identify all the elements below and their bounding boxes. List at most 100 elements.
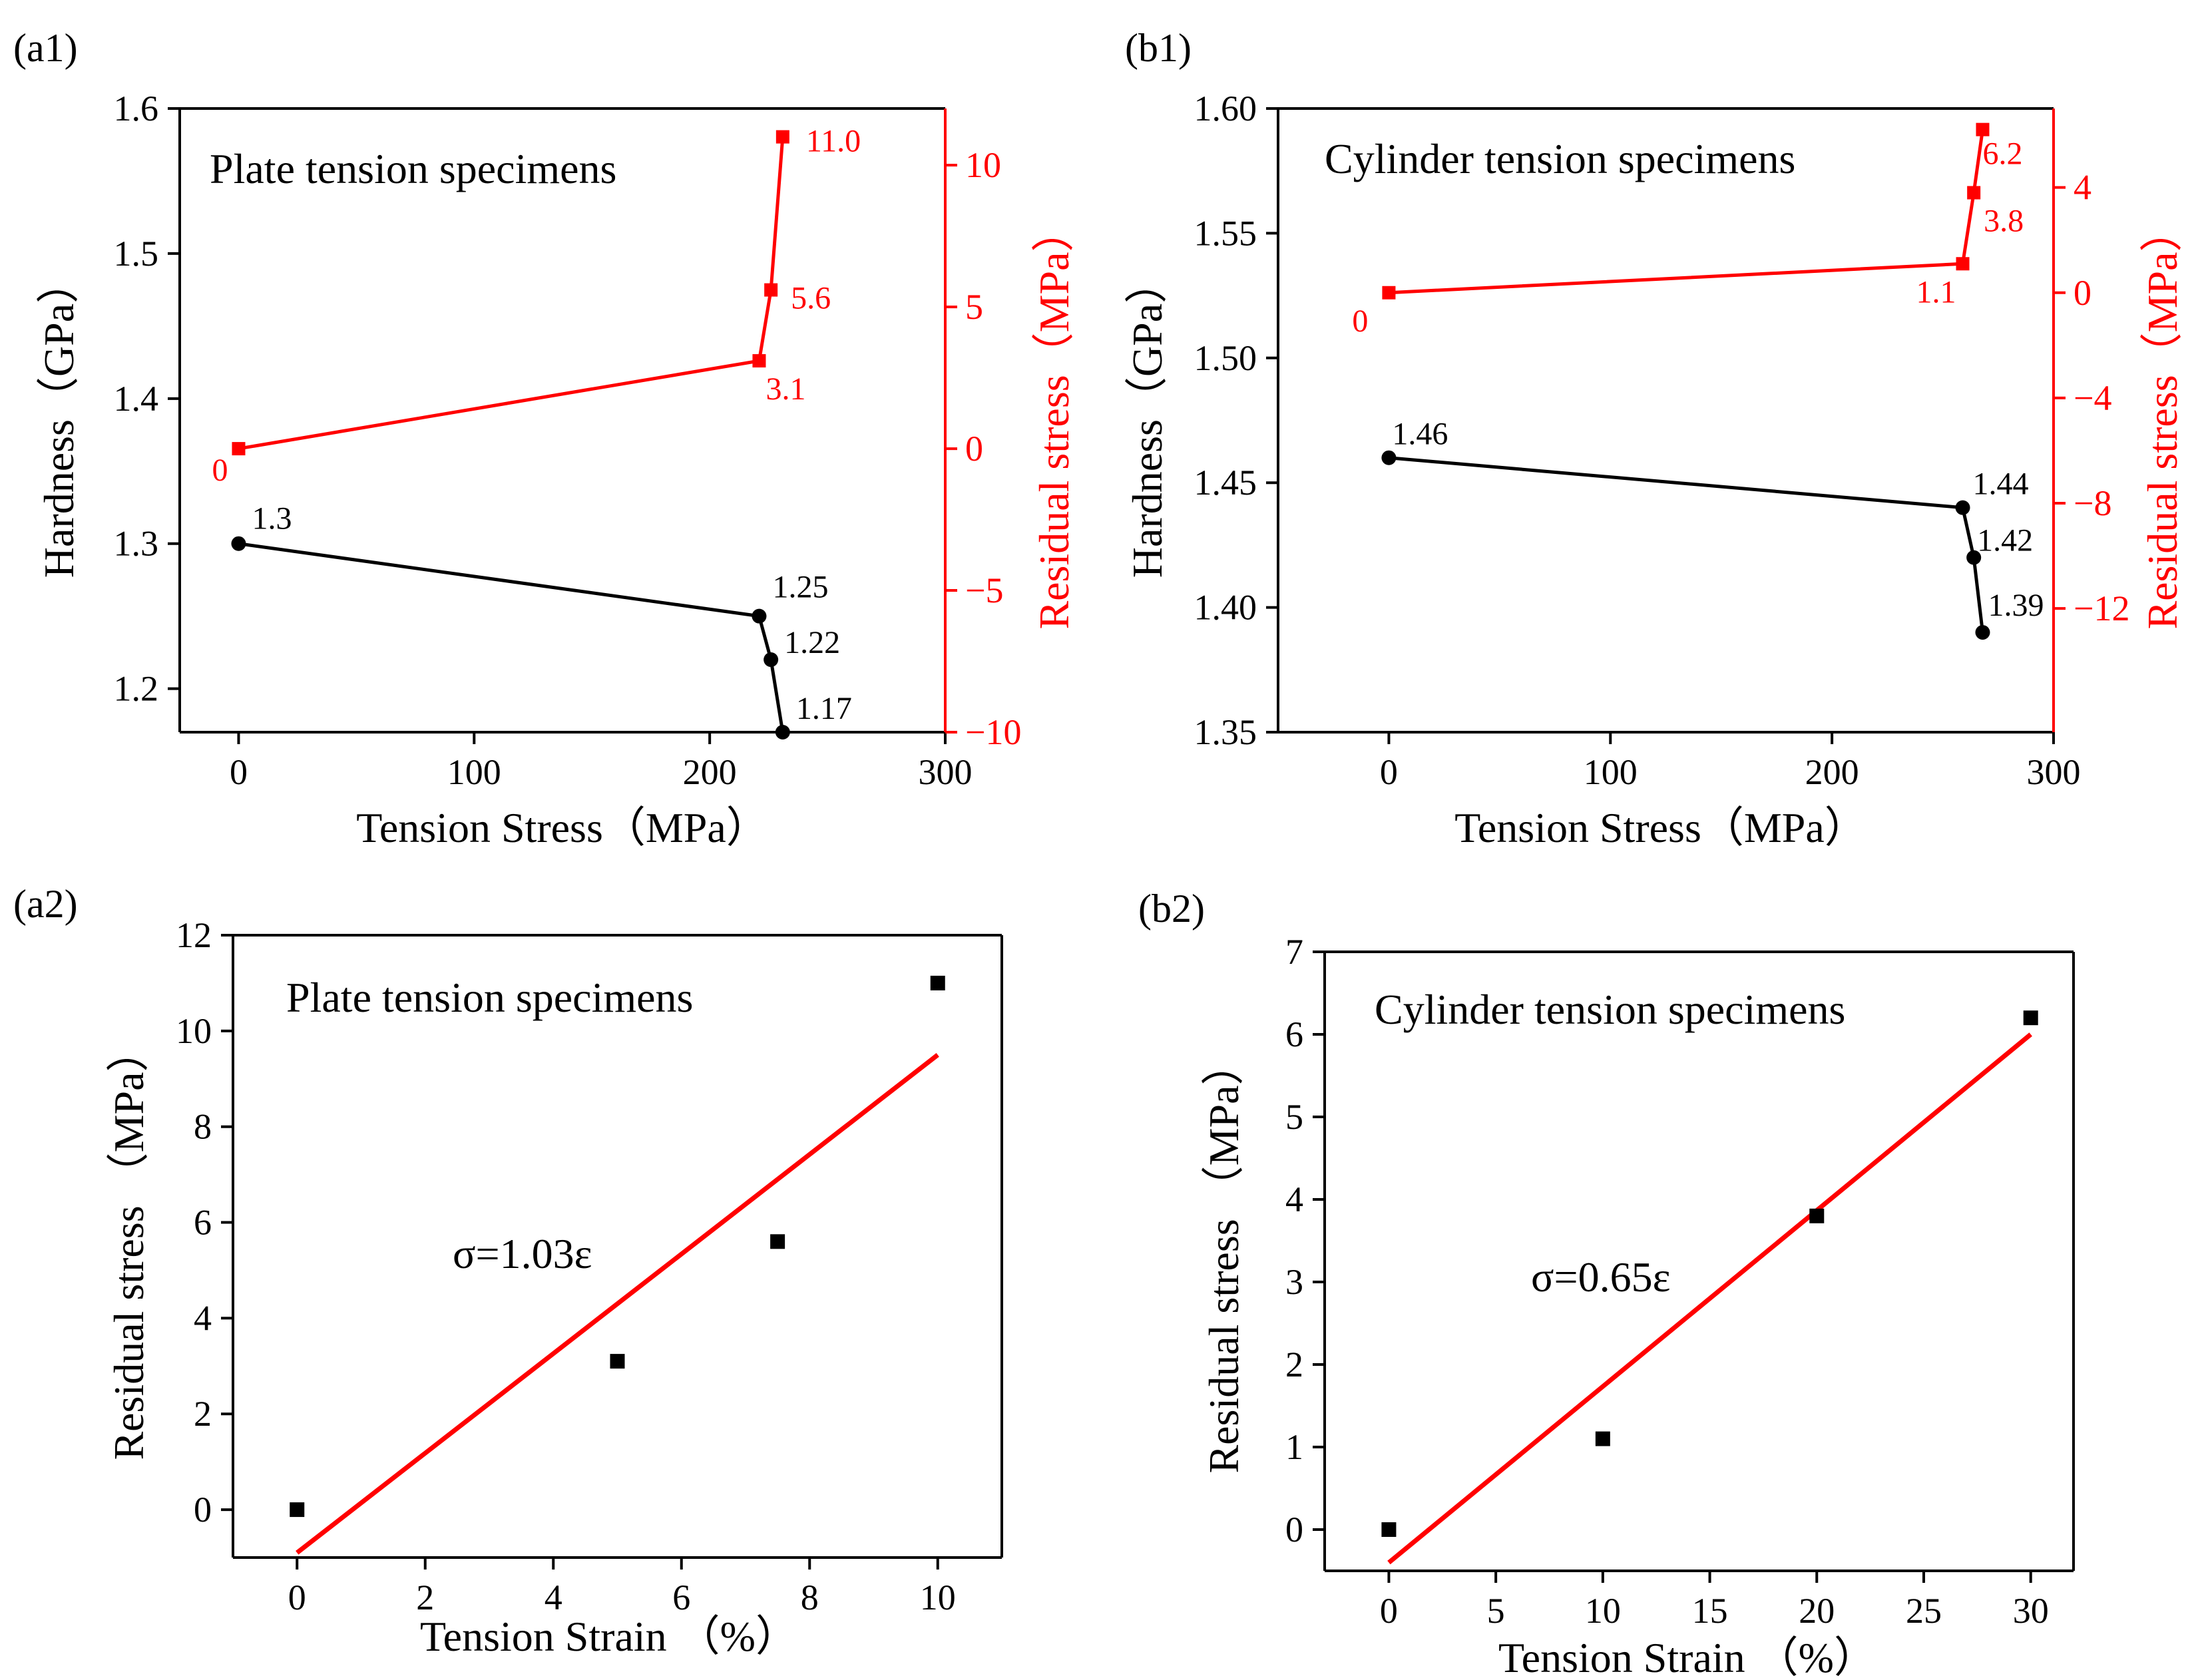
y2-tick-label: −4 bbox=[2074, 378, 2111, 418]
y-tick-label: 1 bbox=[1285, 1427, 1303, 1467]
y-tick-label: 6 bbox=[1285, 1014, 1303, 1054]
data-point-residual-stress bbox=[1382, 286, 1396, 300]
y-tick-label: 0 bbox=[194, 1490, 212, 1530]
data-label: 1.22 bbox=[784, 625, 840, 660]
x-axis-label: Tension Strain （%） bbox=[1498, 1634, 1876, 1680]
y-tick-label: 5 bbox=[1285, 1097, 1303, 1137]
x-tick-label: 0 bbox=[1380, 1591, 1398, 1631]
y-axis-label: Residual stress （MPa） bbox=[1200, 1042, 1247, 1473]
data-label: 0 bbox=[212, 453, 228, 488]
y2-tick-label: 5 bbox=[965, 287, 983, 327]
y-tick-label: 1.40 bbox=[1194, 588, 1257, 628]
x-tick-label: 100 bbox=[447, 752, 501, 792]
y-tick-label: 3 bbox=[1285, 1262, 1303, 1302]
data-label: 1.3 bbox=[252, 501, 292, 536]
data-label: 0 bbox=[1352, 304, 1368, 339]
y2-tick-label: −10 bbox=[965, 712, 1021, 752]
data-label: 1.46 bbox=[1392, 417, 1448, 452]
y-tick-label: 10 bbox=[176, 1011, 212, 1051]
x-tick-label: 10 bbox=[920, 1577, 956, 1617]
x-tick-label: 20 bbox=[1799, 1591, 1835, 1631]
data-point-hardness bbox=[1381, 450, 1397, 465]
chart-title: Cylinder tension specimens bbox=[1375, 986, 1845, 1033]
data-point-hardness bbox=[1966, 550, 1982, 565]
y2-tick-label: −8 bbox=[2074, 483, 2111, 523]
data-point-residual-stress bbox=[1956, 257, 1970, 271]
y2-tick-label: −5 bbox=[965, 570, 1003, 610]
x-axis-label: Tension Stress（MPa） bbox=[356, 804, 769, 851]
y2-axis-label: Residual stress（MPa） bbox=[1030, 209, 1078, 629]
data-label: 1.25 bbox=[772, 570, 828, 605]
y2-tick-label: 4 bbox=[2074, 168, 2091, 208]
x-axis-label: Tension Strain （%） bbox=[420, 1613, 798, 1660]
data-point-hardness bbox=[1955, 500, 1970, 515]
x-tick-label: 25 bbox=[1906, 1591, 1942, 1631]
y2-tick-label: 0 bbox=[2074, 273, 2091, 313]
x-tick-label: 4 bbox=[545, 1577, 562, 1617]
fit-equation: σ=0.65ε bbox=[1531, 1253, 1670, 1301]
data-label: 11.0 bbox=[806, 124, 861, 159]
x-tick-label: 100 bbox=[1584, 752, 1638, 792]
chart-title: Plate tension specimens bbox=[210, 145, 616, 192]
series-line-residual-stress bbox=[238, 136, 785, 451]
data-point bbox=[290, 1502, 305, 1518]
y2-axis-label: Residual stress（MPa） bbox=[2139, 209, 2186, 629]
data-label: 1.42 bbox=[1977, 523, 2033, 558]
data-point-hardness bbox=[231, 536, 246, 551]
x-tick-label: 6 bbox=[672, 1577, 690, 1617]
data-label: 1.39 bbox=[1988, 588, 2044, 623]
y-tick-label: 0 bbox=[1285, 1510, 1303, 1550]
panel-label-a2: (a2) bbox=[13, 882, 78, 926]
y-tick-label: 2 bbox=[1285, 1345, 1303, 1384]
x-tick-label: 0 bbox=[230, 752, 248, 792]
panel-label-b2: (b2) bbox=[1138, 887, 1205, 931]
fit-equation: σ=1.03ε bbox=[453, 1230, 592, 1277]
fit-line bbox=[296, 1053, 939, 1555]
fit-line bbox=[1387, 1032, 2032, 1565]
y-tick-label: 1.5 bbox=[114, 234, 159, 274]
data-point-residual-stress bbox=[1976, 122, 1990, 136]
panel-b1: (b1) 0 100 200 300 1.35 1.40 1.45 1.50 1.55 1.60 −1… bbox=[1124, 26, 2186, 851]
series-line-hardness bbox=[238, 542, 785, 733]
y-tick-label: 1.4 bbox=[114, 379, 159, 419]
data-label: 1.44 bbox=[1973, 467, 2029, 502]
chart-title: Plate tension specimens bbox=[286, 974, 693, 1021]
x-tick-label: 10 bbox=[1585, 1591, 1621, 1631]
y-tick-label: 6 bbox=[194, 1203, 212, 1243]
data-point bbox=[1595, 1431, 1610, 1446]
x-tick-label: 200 bbox=[1805, 752, 1859, 792]
data-point-residual-stress bbox=[775, 130, 789, 144]
y2-tick-label: 0 bbox=[965, 429, 983, 469]
data-label: 5.6 bbox=[791, 281, 831, 316]
y-tick-label: 4 bbox=[194, 1298, 212, 1338]
x-tick-label: 15 bbox=[1692, 1591, 1728, 1631]
y2-tick-label: 10 bbox=[965, 145, 1001, 185]
panel-a1: (a1) 0 100 200 300 1.2 1.3 1.4 1.5 1.6 −10 −5 0 5 10 Te… bbox=[13, 26, 1078, 851]
chart-title: Cylinder tension specimens bbox=[1325, 135, 1795, 182]
y-tick-label: 1.55 bbox=[1194, 213, 1257, 253]
x-tick-label: 30 bbox=[2013, 1591, 2049, 1631]
data-point bbox=[930, 975, 945, 990]
series-line-residual-stress bbox=[1389, 129, 1984, 295]
y-tick-label: 1.2 bbox=[114, 669, 159, 709]
y-tick-label: 1.6 bbox=[114, 89, 159, 128]
panel-label-a1: (a1) bbox=[13, 26, 78, 70]
panel-a2: (a2) 0 2 4 6 8 10 0 2 4 6 8 10 12 Tension Strain （%） Re… bbox=[13, 882, 1003, 1660]
data-point bbox=[2023, 1010, 2038, 1026]
data-label: 3.8 bbox=[1984, 204, 2024, 239]
panel-b2: (b2) 0 5 10 15 20 25 30 0 1 2 3 4 5 6 7 Tension Strain （… bbox=[1138, 887, 2075, 1680]
panel-label-b1: (b1) bbox=[1125, 26, 1192, 70]
y-axis-label: Hardness（GPa） bbox=[35, 261, 83, 578]
y-tick-label: 12 bbox=[176, 915, 212, 955]
x-tick-label: 300 bbox=[2027, 752, 2081, 792]
y2-tick-label: −12 bbox=[2074, 588, 2129, 628]
x-tick-label: 8 bbox=[801, 1577, 819, 1617]
x-tick-label: 5 bbox=[1487, 1591, 1505, 1631]
y-tick-label: 1.35 bbox=[1194, 712, 1257, 752]
data-point-hardness bbox=[752, 608, 767, 624]
y-tick-label: 1.3 bbox=[114, 524, 159, 564]
data-point bbox=[1381, 1522, 1397, 1537]
data-point-residual-stress bbox=[764, 283, 778, 297]
data-point bbox=[770, 1234, 785, 1249]
